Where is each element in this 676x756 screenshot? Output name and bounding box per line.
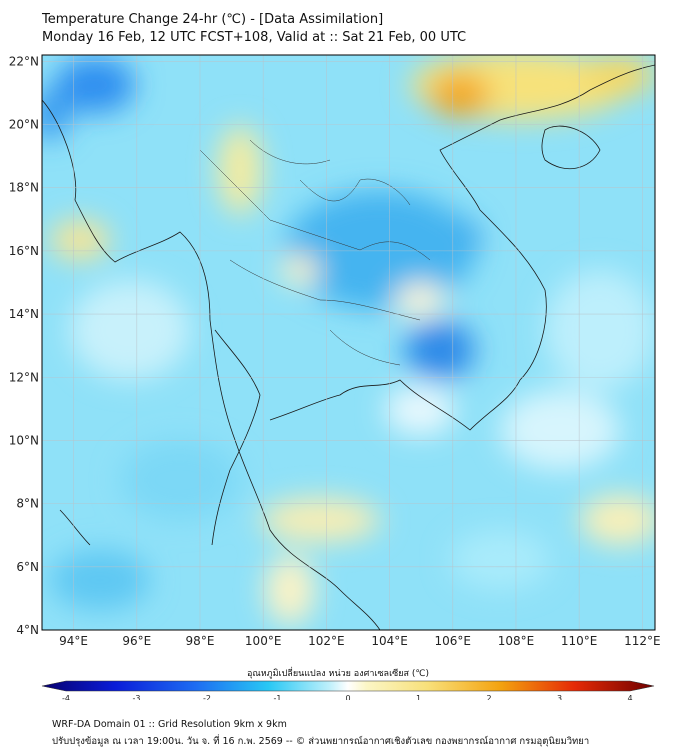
longitude-labels: 94°E 96°E 98°E 100°E 102°E 104°E 106°E 108°E 110… — [59, 634, 660, 648]
longitude-label: 108°E — [498, 634, 535, 648]
longitude-label: 104°E — [371, 634, 408, 648]
latitude-label: 14°N — [9, 307, 39, 321]
chart-subtitle: Monday 16 Feb, 12 UTC FCST+108, Valid at… — [42, 30, 467, 45]
colorbar-tick-label: 1 — [416, 694, 421, 700]
footer-model-info: WRF-DA Domain 01 :: Grid Resolution 9km … — [52, 719, 287, 730]
colorbar-title: อุณหภูมิเปลี่ยนแปลง หน่วย องศาเซลเซียส (… — [246, 669, 430, 679]
colorbar-tick-label: 0 — [345, 694, 350, 700]
latitude-label: 18°N — [9, 181, 39, 195]
latitude-label: 12°N — [9, 370, 39, 384]
colorbar-tick-label: 2 — [486, 694, 491, 700]
footer-credit: ปรับปรุงข้อมูล ณ เวลา 19:00น. วัน จ. ที่… — [52, 736, 590, 747]
longitude-label: 94°E — [59, 634, 88, 648]
latitude-label: 22°N — [9, 54, 39, 68]
borders — [199, 139, 431, 366]
colorbar-tick-label: -2 — [203, 694, 211, 700]
longitude-label: 106°E — [435, 634, 472, 648]
colorbar-tick-label: 4 — [627, 694, 632, 700]
coastlines — [42, 64, 655, 630]
temperature-field — [42, 55, 655, 630]
latitude-label: 20°N — [9, 118, 39, 132]
longitude-label: 96°E — [122, 634, 151, 648]
colorbar-tick-label: 3 — [557, 694, 562, 700]
latitude-label: 8°N — [16, 497, 39, 511]
longitude-label: 98°E — [186, 634, 215, 648]
latitude-label: 10°N — [9, 433, 39, 447]
latitude-labels: 22°N 20°N 18°N 16°N 14°N 12°N 10°N 8°N 6°N 4°N — [9, 54, 39, 637]
latitude-label: 6°N — [16, 560, 39, 574]
temperature-change-map: 94°E 96°E 98°E 100°E 102°E 104°E 106°E 108°E 110… — [9, 54, 661, 700]
graticule — [42, 55, 655, 631]
colorbar-tick-label: -1 — [274, 694, 282, 700]
longitude-label: 110°E — [561, 634, 598, 648]
colorbar-tick-label: -3 — [133, 694, 141, 700]
longitude-label: 102°E — [308, 634, 345, 648]
chart-title: Temperature Change 24-hr (℃) - [Data Ass… — [42, 12, 384, 27]
colorbar-bar — [41, 680, 655, 692]
latitude-label: 4°N — [16, 623, 39, 637]
longitude-label: 100°E — [245, 634, 282, 648]
colorbar-ticks: -4 -3 -2 -1 0 1 2 3 4 — [62, 694, 633, 700]
colorbar: -4 -3 -2 -1 0 1 2 3 4 — [41, 680, 655, 700]
map-frame — [41, 54, 656, 631]
longitude-label: 112°E — [624, 634, 661, 648]
latitude-label: 16°N — [9, 244, 39, 258]
colorbar-tick-label: -4 — [62, 694, 70, 700]
